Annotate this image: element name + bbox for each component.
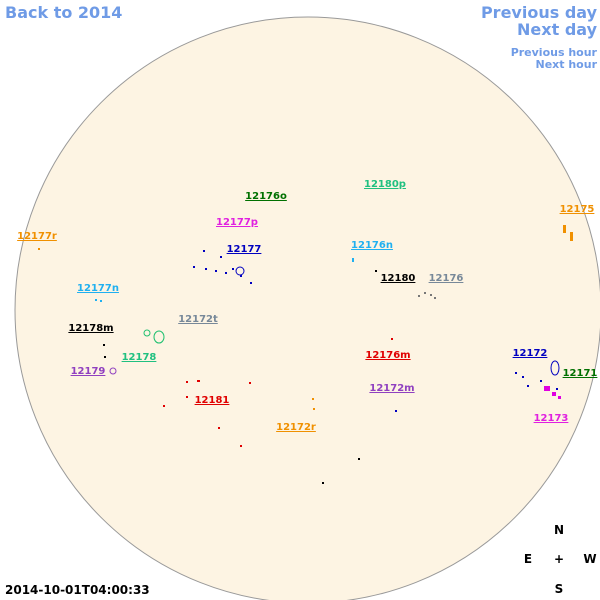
region-label[interactable]: 12176o (245, 191, 287, 202)
region-labels: 12176o 12180p 12177p 12177 12176n 12175 … (17, 179, 597, 433)
region-label[interactable]: 12173 (534, 413, 569, 424)
region-label[interactable]: 12180 (381, 273, 416, 284)
region-label[interactable]: 12177 (227, 244, 262, 255)
back-link[interactable]: Back to 2014 (5, 3, 122, 22)
region-label[interactable]: 12172 (513, 348, 548, 359)
compass-north: N (554, 523, 564, 537)
region-label[interactable]: 12172m (369, 383, 414, 394)
region-label[interactable]: 12176 (429, 273, 464, 284)
region-label[interactable]: 12176m (365, 350, 410, 361)
region-label[interactable]: 12172t (178, 314, 218, 325)
previous-hour-link[interactable]: Previous hour (511, 46, 598, 59)
region-label[interactable]: 12179 (71, 366, 106, 377)
compass: N E + W S (524, 523, 597, 596)
region-label[interactable]: 12171 (563, 368, 598, 379)
compass-west: W (583, 552, 596, 566)
compass-center: + (554, 552, 564, 566)
region-label[interactable]: 12177r (17, 231, 57, 242)
region-label[interactable]: 12176n (351, 240, 393, 251)
region-label[interactable]: 12180p (364, 179, 406, 190)
compass-south: S (555, 582, 564, 596)
region-label[interactable]: 12177p (216, 217, 258, 228)
region-label[interactable]: 12177n (77, 283, 119, 294)
region-label[interactable]: 12178m (68, 323, 113, 334)
compass-east: E (524, 552, 532, 566)
solar-disk (14, 16, 600, 600)
region-label[interactable]: 12172r (276, 422, 316, 433)
next-hour-link[interactable]: Next hour (536, 58, 598, 71)
next-day-link[interactable]: Next day (517, 20, 598, 39)
sunspots (38, 225, 573, 484)
region-label[interactable]: 12181 (195, 395, 230, 406)
timestamp: 2014-10-01T04:00:33 (5, 583, 150, 597)
region-label[interactable]: 12175 (560, 204, 595, 215)
previous-day-link[interactable]: Previous day (481, 3, 598, 22)
region-label[interactable]: 12178 (122, 352, 157, 363)
